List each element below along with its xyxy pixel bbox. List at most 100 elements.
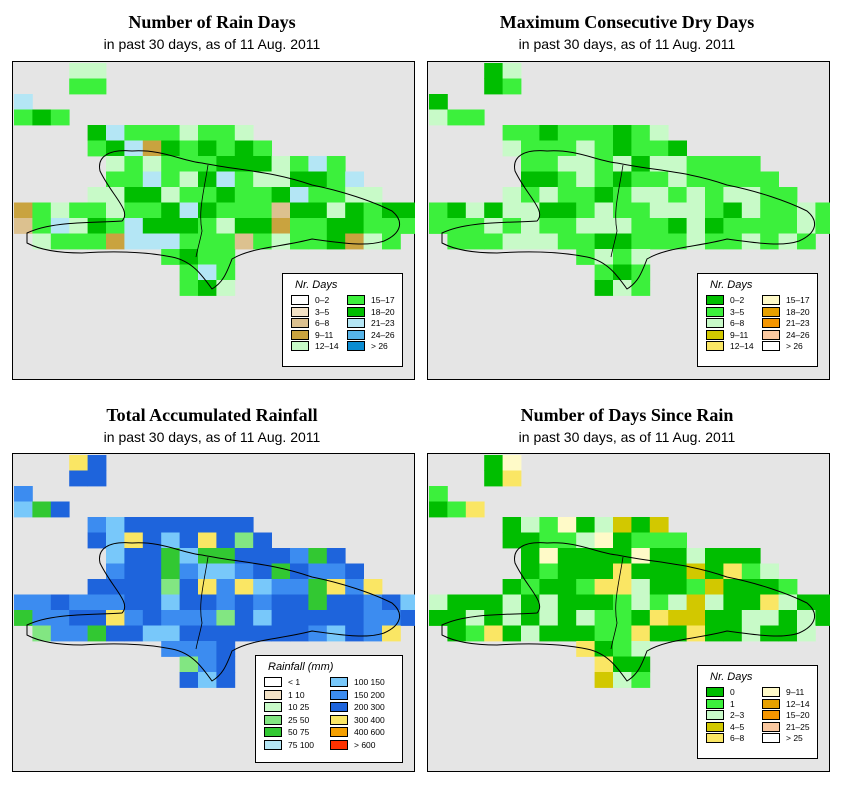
grid-cell [539,125,559,141]
grid-cell [797,218,816,234]
grid-cell [216,171,236,188]
grid-cell [631,171,651,188]
grid-cell [631,125,651,141]
grid-cell [216,579,236,595]
grid-cell [631,156,651,172]
country-border [195,556,209,650]
coastline [441,542,815,682]
grid-cell [668,171,687,188]
grid-cell [161,625,180,642]
legend-label: 15–17 [786,295,810,305]
grid-cell [69,594,88,611]
grid-cell [271,171,291,188]
grid-cell [124,140,144,157]
legend-label: 18–20 [786,306,810,317]
grid-cell [142,563,162,580]
grid-cell [502,610,522,626]
grid-cell [723,156,743,172]
legend-swatch [264,714,282,725]
grid-cell [465,594,485,611]
legend-label: 300 400 [354,714,385,725]
grid-cell [234,171,254,188]
grid-cell [649,579,669,595]
grid-cell [631,532,651,549]
legend-swatch [330,702,348,712]
grid-cell [179,202,199,219]
legend-swatch [347,318,365,328]
grid-cell [649,202,669,219]
grid-cell [32,610,52,626]
grid-cell [613,579,632,595]
legend-label: 12–14 [315,341,339,351]
grid-cell [326,156,346,172]
grid-cell [465,218,485,234]
grid-cell [161,563,180,580]
grid-cell [363,202,383,219]
grid-cell [179,532,199,549]
grid-cell [539,579,559,595]
grid-cell [271,218,291,234]
grid-cell [668,156,687,172]
grid-cell [686,625,706,642]
grid-cell [216,125,236,141]
grid-cell [576,625,595,642]
legend-swatch [762,687,780,697]
grid-cell [161,171,180,188]
grid-cell [308,579,328,595]
grid-cell [741,156,761,172]
grid-cell [668,218,687,234]
legend-label: 1 10 [288,689,305,700]
grid-cell [631,249,651,265]
grid-cell [87,579,107,595]
grid-cell [32,594,52,611]
grid-cell [447,625,467,642]
grid-cell [87,218,107,234]
grid-cell [521,171,540,188]
grid-cell [741,218,761,234]
grid-cell [521,579,540,595]
grid-cell [465,625,485,642]
grid-cell [649,563,669,580]
country-border [610,164,624,258]
grid-cell [576,202,595,219]
grid-cell [815,594,830,611]
grid-cell [557,233,577,250]
grid-cell [778,579,798,595]
grid-cell [179,218,199,234]
grid-cell [363,187,383,203]
grid-cell [429,486,448,502]
grid-cell [557,140,577,157]
grid-cell [631,280,651,296]
grid-cell [198,625,217,642]
grid-cell [778,187,798,203]
grid-cell [594,610,614,626]
grid-cell [557,187,577,203]
grid-cell [326,579,346,595]
legend-swatch [762,329,780,340]
grid-cell [539,532,559,549]
grid-cell [613,218,632,234]
grid-cell [778,610,798,626]
grid-cell [539,233,559,250]
grid-cell [234,610,254,626]
grid-cell [576,140,595,157]
country-border [195,164,209,258]
grid-cell [705,202,724,219]
grid-cell [576,171,595,188]
coastline [441,150,815,290]
grid-cell [363,233,383,250]
grid-cell [649,625,669,642]
grid-cell [705,594,724,611]
grid-cell [668,187,687,203]
grid-cell [760,579,779,595]
grid-cell [179,672,199,688]
grid-cell [705,563,724,580]
legend-swatch [706,295,724,305]
grid-cell [521,594,540,611]
grid-cell [363,579,383,595]
grid-cell [613,249,632,265]
grid-cell [179,187,199,203]
grid-cell [576,218,595,234]
grid-cell [778,202,798,219]
grid-cell [106,563,125,580]
